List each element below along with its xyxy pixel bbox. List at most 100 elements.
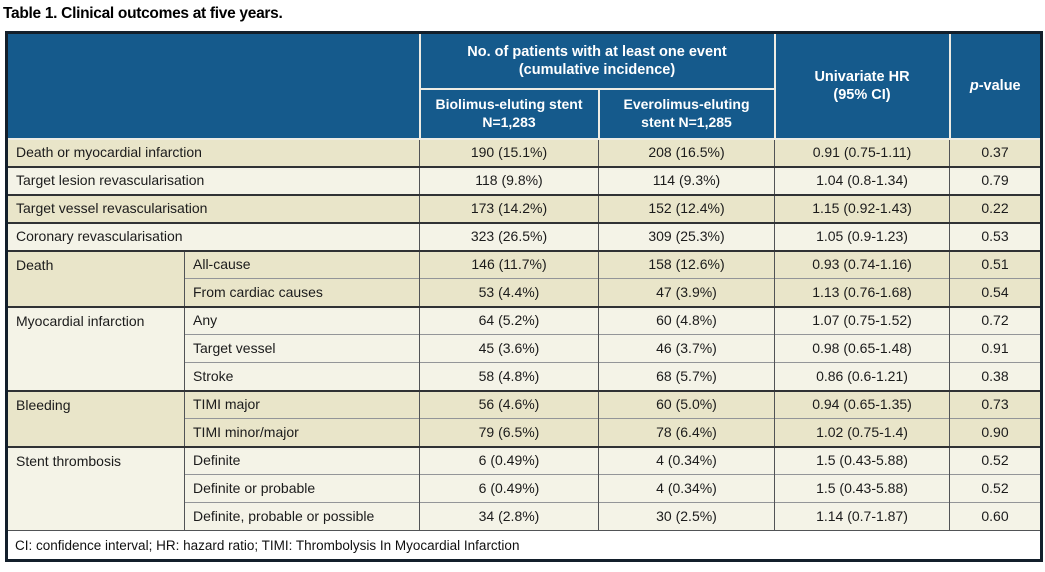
p-value: 0.38 xyxy=(949,362,1042,391)
p-value: 0.73 xyxy=(949,389,1042,419)
p-value: 0.51 xyxy=(949,249,1042,279)
table-row: Stent thrombosis Definite 6 (0.49%) 4 (0… xyxy=(6,445,1042,531)
ees-value: 60 (5.0%) xyxy=(598,389,775,419)
table-row: Death All-cause 146 (11.7%) 158 (12.6%) … xyxy=(6,249,1042,307)
p-value: 0.72 xyxy=(949,305,1042,335)
table-footer: CI: confidence interval; HR: hazard rati… xyxy=(6,530,1042,561)
header-everolimus-stent: Everolimus-eluting stent N=1,285 xyxy=(597,87,776,140)
table-row: Bleeding TIMI major 56 (4.6%) 60 (5.0%) … xyxy=(6,389,1042,447)
p-value: 0.53 xyxy=(949,221,1042,251)
table-row: Definite or probable 6 (0.49%) 4 (0.34%)… xyxy=(7,474,1042,503)
bes-value: 6 (0.49%) xyxy=(419,474,599,503)
group-label-stent-thrombosis: Stent thrombosis xyxy=(6,445,185,531)
ees-value: 60 (4.8%) xyxy=(598,305,775,335)
header-row-1: No. of patients with at least one event … xyxy=(5,31,1043,140)
sub-label: All-cause xyxy=(184,249,420,279)
bes-value: 190 (15.1%) xyxy=(419,138,599,167)
header-events-group: No. of patients with at least one event … xyxy=(418,31,776,90)
hr-value: 1.04 (0.8-1.34) xyxy=(774,165,950,195)
bes-value: 146 (11.7%) xyxy=(419,249,599,279)
hr-value: 1.05 (0.9-1.23) xyxy=(774,221,950,251)
sub-label: TIMI minor/major xyxy=(184,418,420,447)
table-row: From cardiac causes 53 (4.4%) 47 (3.9%) … xyxy=(7,278,1042,307)
ees-value: 47 (3.9%) xyxy=(598,278,775,307)
ees-value: 4 (0.34%) xyxy=(598,445,775,475)
hr-value: 0.98 (0.65-1.48) xyxy=(774,334,950,363)
sub-label: Stroke xyxy=(184,362,420,391)
table-row: Coronary revascularisation 323 (26.5%) 3… xyxy=(6,221,1042,251)
p-rest-label: -value xyxy=(978,77,1021,94)
hr-value: 1.14 (0.7-1.87) xyxy=(774,502,950,531)
hr-value: 0.93 (0.74-1.16) xyxy=(774,249,950,279)
outcome-label: Target vessel revascularisation xyxy=(6,193,420,223)
bes-value: 34 (2.8%) xyxy=(419,502,599,531)
ees-value: 30 (2.5%) xyxy=(598,502,775,531)
ees-value: 152 (12.4%) xyxy=(598,193,775,223)
hr-value: 1.15 (0.92-1.43) xyxy=(774,193,950,223)
table-row: Definite, probable or possible 34 (2.8%)… xyxy=(7,502,1042,531)
p-value: 0.90 xyxy=(949,418,1042,447)
group-label-myocardial-infarction: Myocardial infarction xyxy=(6,305,185,391)
ees-value: 158 (12.6%) xyxy=(598,249,775,279)
ees-value: 46 (3.7%) xyxy=(598,334,775,363)
bes-value: 64 (5.2%) xyxy=(419,305,599,335)
ees-value: 78 (6.4%) xyxy=(598,418,775,447)
p-italic-label: p xyxy=(969,77,979,94)
table-header: No. of patients with at least one event … xyxy=(5,31,1043,140)
bes-value: 45 (3.6%) xyxy=(419,334,599,363)
p-value: 0.52 xyxy=(949,474,1042,503)
header-p-value: p-value xyxy=(948,31,1043,140)
outcome-label: Death or myocardial infarction xyxy=(6,138,420,167)
table-row: Stroke 58 (4.8%) 68 (5.7%) 0.86 (0.6-1.2… xyxy=(7,362,1042,391)
ees-value: 68 (5.7%) xyxy=(598,362,775,391)
sub-label: TIMI major xyxy=(184,389,420,419)
hr-value: 0.94 (0.65-1.35) xyxy=(774,389,950,419)
sub-label: Definite, probable or possible xyxy=(184,502,420,531)
ees-value: 4 (0.34%) xyxy=(598,474,775,503)
sub-label: From cardiac causes xyxy=(184,278,420,307)
bes-value: 58 (4.8%) xyxy=(419,362,599,391)
footnote: CI: confidence interval; HR: hazard rati… xyxy=(6,530,1042,561)
p-value: 0.79 xyxy=(949,165,1042,195)
header-blank-cell xyxy=(5,31,421,140)
table-row: Target vessel revascularisation 173 (14.… xyxy=(6,193,1042,223)
table-row: TIMI minor/major 79 (6.5%) 78 (6.4%) 1.0… xyxy=(7,418,1042,447)
bes-value: 53 (4.4%) xyxy=(419,278,599,307)
outcome-label: Coronary revascularisation xyxy=(6,221,420,251)
bes-value: 6 (0.49%) xyxy=(419,445,599,475)
header-univariate-hr: Univariate HR (95% CI) xyxy=(773,31,951,140)
bes-value: 79 (6.5%) xyxy=(419,418,599,447)
p-value: 0.91 xyxy=(949,334,1042,363)
p-value: 0.22 xyxy=(949,193,1042,223)
footnote-row: CI: confidence interval; HR: hazard rati… xyxy=(6,530,1042,561)
hr-value: 1.5 (0.43-5.88) xyxy=(774,474,950,503)
outcome-label: Target lesion revascularisation xyxy=(6,165,420,195)
ees-value: 208 (16.5%) xyxy=(598,138,775,167)
hr-value: 1.5 (0.43-5.88) xyxy=(774,445,950,475)
table-row: Myocardial infarction Any 64 (5.2%) 60 (… xyxy=(6,305,1042,391)
header-row-2: Biolimus-eluting stent N=1,283 Everolimu… xyxy=(7,87,1042,140)
table-row: Target lesion revascularisation 118 (9.8… xyxy=(6,165,1042,195)
group-label-death: Death xyxy=(6,249,185,307)
hr-value: 1.07 (0.75-1.52) xyxy=(774,305,950,335)
sub-label: Target vessel xyxy=(184,334,420,363)
p-value: 0.37 xyxy=(949,138,1042,167)
p-value: 0.54 xyxy=(949,278,1042,307)
hr-value: 1.02 (0.75-1.4) xyxy=(774,418,950,447)
sub-label: Definite or probable xyxy=(184,474,420,503)
bes-value: 173 (14.2%) xyxy=(419,193,599,223)
sub-label: Any xyxy=(184,305,420,335)
hr-value: 1.13 (0.76-1.68) xyxy=(774,278,950,307)
header-biolimus-stent: Biolimus-eluting stent N=1,283 xyxy=(418,87,600,140)
p-value: 0.52 xyxy=(949,445,1042,475)
ees-value: 114 (9.3%) xyxy=(598,165,775,195)
bes-value: 56 (4.6%) xyxy=(419,389,599,419)
bes-value: 323 (26.5%) xyxy=(419,221,599,251)
group-label-bleeding: Bleeding xyxy=(6,389,185,447)
table-row: Death or myocardial infarction 190 (15.1… xyxy=(6,138,1042,167)
clinical-outcomes-table: No. of patients with at least one event … xyxy=(5,31,1043,562)
table-body: Death or myocardial infarction 190 (15.1… xyxy=(6,138,1042,531)
sub-label: Definite xyxy=(184,445,420,475)
hr-value: 0.91 (0.75-1.11) xyxy=(774,138,950,167)
page: Table 1. Clinical outcomes at five years… xyxy=(0,5,1045,572)
